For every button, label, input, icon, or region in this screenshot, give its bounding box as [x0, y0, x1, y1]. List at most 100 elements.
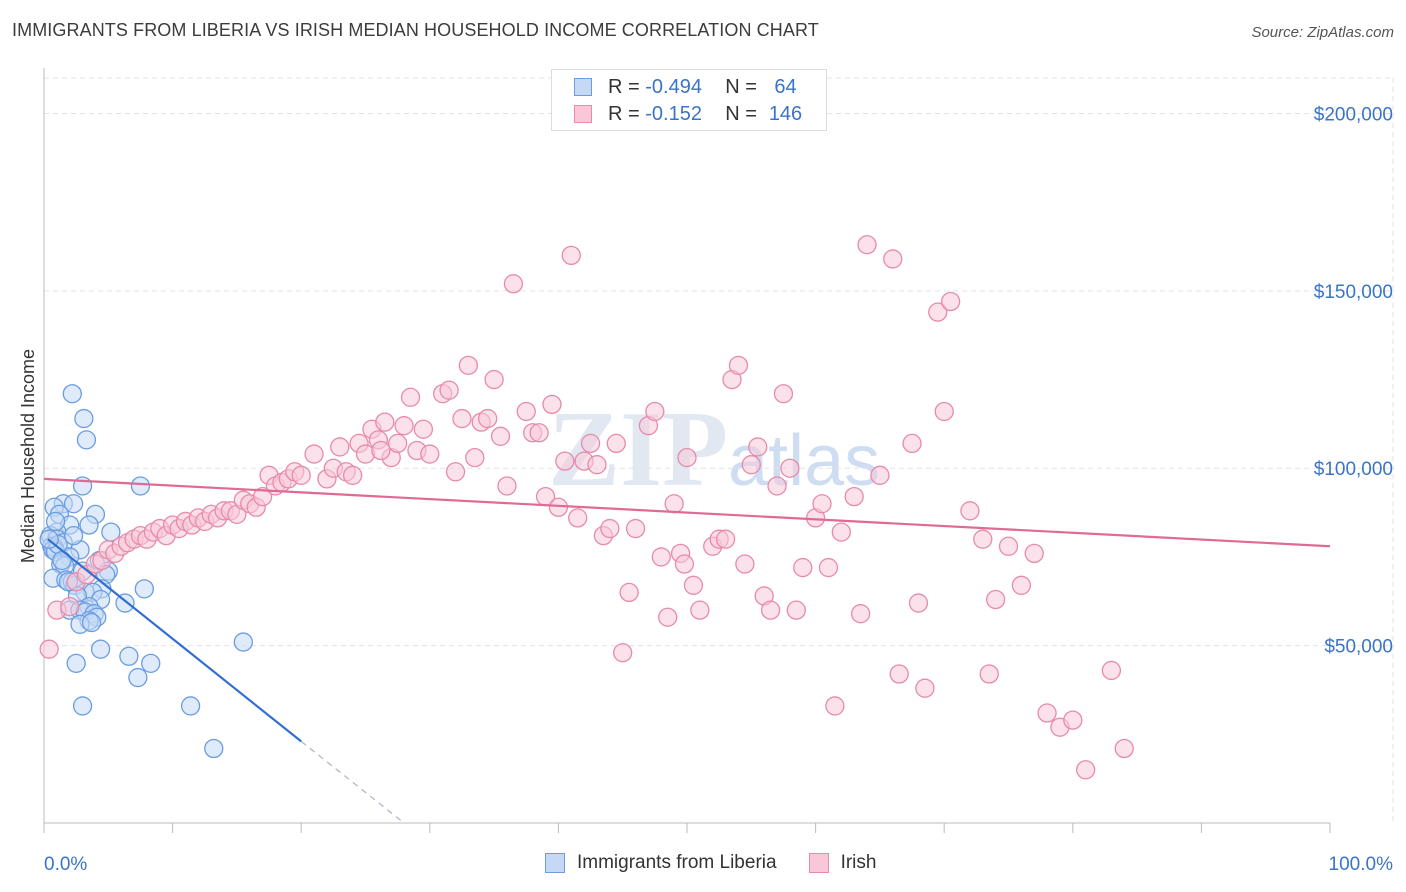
data-point [503, 274, 524, 294]
data-point [387, 433, 408, 454]
data-point [651, 547, 671, 567]
legend-n-value: 64 [774, 75, 797, 98]
legend-item-irish[interactable]: Irish [808, 852, 876, 874]
legend-label-liberia: Immigrants from Liberia [577, 852, 777, 873]
data-point [452, 408, 472, 429]
data-point [690, 600, 710, 620]
correlation-legend: R = -0.494 N = 64 R = -0.152 N = 146 [551, 69, 827, 131]
trend-line-liberia [47, 538, 302, 743]
data-point [79, 515, 99, 535]
data-point [330, 437, 350, 457]
data-point [773, 384, 794, 404]
data-point [664, 494, 684, 514]
data-point [587, 455, 607, 475]
legend-r-label: R = [608, 75, 640, 98]
data-point [128, 667, 148, 688]
data-point [45, 511, 66, 532]
data-point [780, 458, 800, 478]
data-point [62, 384, 82, 404]
legend-r-value: -0.494 [645, 75, 702, 98]
data-point [735, 554, 755, 574]
data-point [233, 632, 253, 652]
legend-swatch-irish [808, 853, 829, 873]
data-point [606, 433, 626, 454]
data-point [908, 593, 929, 613]
legend-r-value: -0.152 [645, 102, 702, 125]
legend-row-liberia: R = -0.494 N = 64 [574, 74, 809, 100]
legend-n-value: 146 [768, 102, 803, 125]
data-point [342, 465, 363, 485]
data-point [445, 462, 466, 482]
data-point [252, 486, 273, 507]
legend-row-irish: R = -0.152 N = 146 [574, 101, 809, 127]
data-point [465, 447, 485, 468]
data-point [394, 416, 414, 436]
trend-line-irish [43, 477, 1331, 548]
data-point [439, 380, 459, 400]
trend-line-extension [300, 740, 405, 824]
data-point [119, 646, 139, 666]
data-point [1076, 760, 1096, 780]
data-point [141, 653, 161, 674]
data-point [76, 430, 97, 450]
data-point [1024, 543, 1044, 564]
data-point [90, 639, 111, 659]
chart-title: IMMIGRANTS FROM LIBERIA VS IRISH MEDIAN … [12, 20, 819, 40]
data-point [458, 355, 479, 376]
y-tick-label: $200,000 [1314, 104, 1393, 125]
data-point [645, 401, 665, 422]
data-point [72, 696, 93, 716]
axes [43, 68, 1331, 833]
data-point [420, 444, 440, 464]
data-point [180, 696, 201, 716]
legend-swatch-irish [574, 105, 592, 123]
data-point [715, 529, 736, 549]
data-point [304, 444, 324, 464]
data-point [786, 600, 806, 620]
data-point [677, 447, 697, 468]
data-point [812, 494, 832, 514]
data-point [580, 433, 601, 454]
data-point [613, 643, 633, 663]
data-point [204, 738, 224, 759]
data-point [928, 302, 948, 322]
y-tick-label: $100,000 [1314, 459, 1393, 480]
data-point [542, 394, 562, 415]
legend-n-label: N = [725, 102, 757, 125]
data-point [870, 465, 890, 485]
data-point [683, 575, 704, 595]
data-point [60, 596, 80, 617]
data-point [619, 582, 639, 603]
data-point [478, 408, 498, 429]
data-point [1063, 710, 1083, 730]
y-tick-label: $150,000 [1314, 282, 1393, 303]
data-point [66, 653, 86, 674]
data-point [658, 607, 678, 627]
data-point [940, 291, 961, 312]
data-point [1114, 738, 1134, 759]
data-point [741, 455, 761, 475]
data-point [74, 408, 94, 429]
data-points [39, 235, 1134, 780]
data-point [375, 412, 395, 432]
data-point [960, 501, 980, 521]
data-point [985, 589, 1006, 610]
data-point [889, 664, 909, 684]
data-point [516, 401, 536, 422]
data-point [1101, 660, 1122, 681]
y-axis-label: Median Household Income [18, 349, 38, 563]
data-point [844, 486, 864, 507]
data-point [1037, 703, 1057, 723]
data-point [728, 355, 749, 376]
legend-item-liberia[interactable]: Immigrants from Liberia [545, 852, 777, 874]
legend-r-label: R = [608, 102, 640, 125]
data-point [561, 245, 581, 266]
data-point [674, 554, 695, 574]
data-point [134, 579, 154, 599]
series-legend: Immigrants from Liberia Irish [545, 852, 908, 874]
series-irish [39, 235, 1134, 780]
data-point [413, 419, 434, 439]
data-point [857, 235, 877, 255]
data-point [291, 465, 311, 485]
